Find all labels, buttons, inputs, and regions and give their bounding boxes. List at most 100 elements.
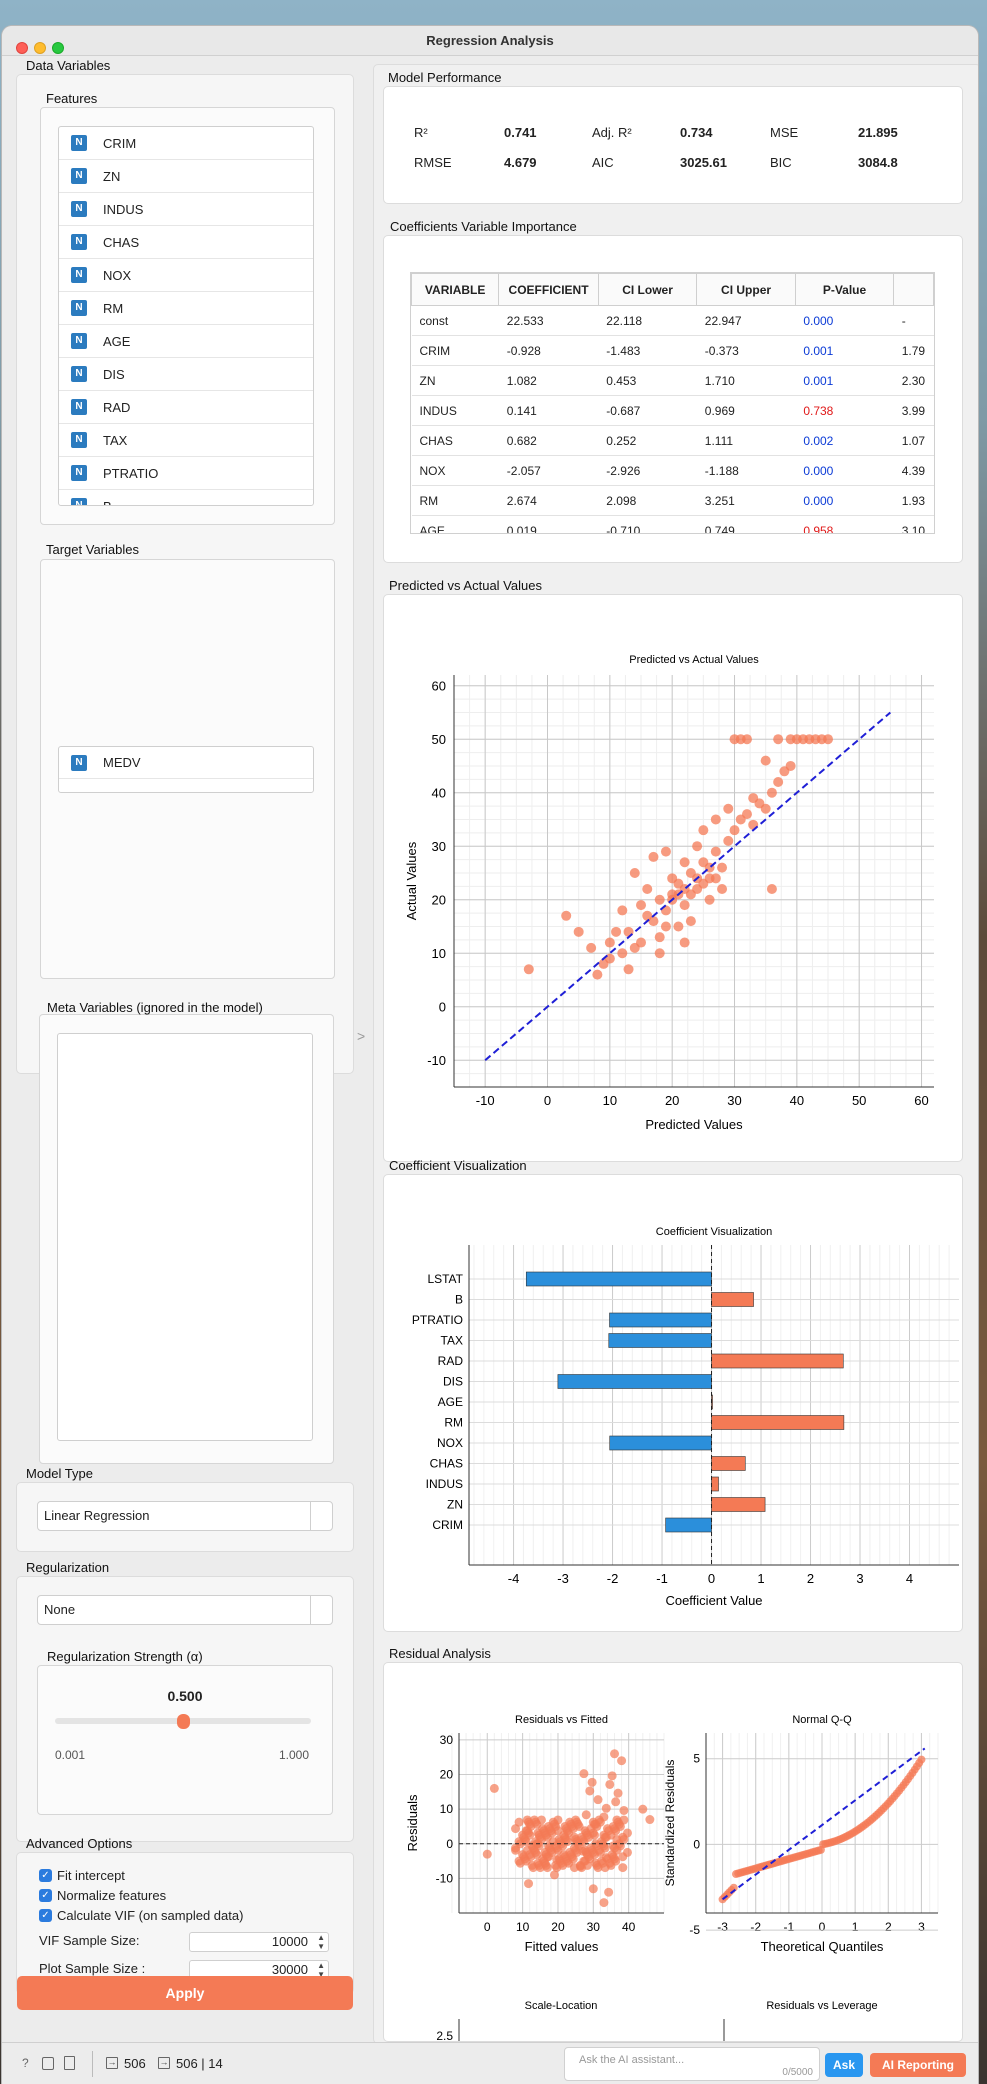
regularization-dropdown-arrow[interactable] — [310, 1596, 332, 1624]
bar-nox — [609, 1435, 712, 1451]
reference-line — [484, 711, 892, 1062]
model-type-select[interactable]: Linear Regression — [37, 1501, 333, 1531]
strength-value: 0.500 — [167, 1688, 203, 1704]
spin-arrows-icon[interactable]: ▲ ▼ — [317, 1933, 325, 1951]
x-tick-label: -3 — [717, 1920, 728, 1934]
data-point — [785, 760, 796, 771]
data-point — [524, 1879, 534, 1889]
apply-button[interactable]: Apply — [17, 1976, 353, 2010]
minimize-window-button[interactable] — [34, 42, 46, 54]
table-cell: NOX — [411, 455, 499, 486]
close-window-button[interactable] — [16, 42, 28, 54]
data-point — [766, 787, 777, 798]
target-medv[interactable]: N MEDV — [59, 747, 313, 779]
save-icon[interactable] — [42, 2057, 54, 2070]
report-icon[interactable] — [64, 2056, 75, 2070]
feature-rm[interactable]: N RM — [59, 292, 313, 325]
y-tick-label: 40 — [432, 786, 446, 801]
column-header[interactable]: CI Upper — [696, 273, 796, 306]
data-point — [917, 1755, 926, 1764]
feature-ptratio[interactable]: N PTRATIO — [59, 457, 313, 490]
spin-arrows-icon[interactable]: ▲ ▼ — [317, 1961, 325, 1979]
feature-crim[interactable]: N CRIM — [59, 127, 313, 160]
coefviz-panel: Coefficient Visualization -4 -3 -2 -1 0 1 2 3 4 LS… — [383, 1174, 963, 1632]
model-type-panel: Linear Regression — [16, 1482, 354, 1552]
feature-tax[interactable]: N TAX — [59, 424, 313, 457]
regularization-select[interactable]: None — [37, 1595, 333, 1625]
column-header[interactable]: CI Lower — [597, 273, 698, 306]
data-point — [600, 1843, 610, 1853]
table-row[interactable]: INDUS 0.141 -0.687 0.969 0.738 3.99 — [411, 395, 934, 426]
input-rows-count: 506 — [124, 2056, 146, 2071]
coefviz-section-title: Coefficient Visualization — [389, 1158, 527, 1173]
table-row[interactable]: RM 2.674 2.098 3.251 0.000 1.93 — [411, 485, 934, 516]
table-cell: CHAS — [411, 425, 499, 456]
vif-checkbox[interactable]: ✓ Calculate VIF (on sampled data) — [39, 1905, 243, 1925]
x-tick-label: -3 — [557, 1571, 569, 1586]
target-list[interactable]: N MEDV — [58, 746, 314, 793]
data-point — [760, 803, 771, 814]
table-row[interactable]: ZN 1.082 0.453 1.710 0.001 2.30 — [411, 365, 934, 396]
meta-list[interactable] — [57, 1033, 313, 1441]
table-cell: 0.958 — [795, 515, 894, 533]
table-row[interactable]: CHAS 0.682 0.252 1.111 0.002 1.07 — [411, 425, 934, 456]
ai-reporting-button[interactable]: AI Reporting — [870, 2053, 966, 2077]
data-point — [698, 825, 709, 836]
splitter-chevron-icon[interactable]: > — [357, 1028, 366, 1044]
data-point — [552, 1855, 562, 1865]
table-cell: 0.682 — [498, 425, 599, 456]
features-list[interactable]: N CRIM N ZN N INDUS N CHAS N NOX N RM N AGE N DIS N RAD N T… — [58, 126, 314, 506]
feature-indus[interactable]: N INDUS — [59, 193, 313, 226]
strength-slider-handle[interactable] — [177, 1714, 190, 1729]
ai-assistant-input[interactable]: Ask the AI assistant... 0/5000 — [564, 2047, 820, 2081]
x-tick-label: 20 — [665, 1093, 679, 1108]
data-point — [766, 884, 777, 895]
y-tick-label: 30 — [440, 1733, 454, 1747]
normalize-checkbox[interactable]: ✓ Normalize features — [39, 1885, 243, 1905]
data-point — [514, 1817, 524, 1827]
column-header[interactable]: COEFFICIENT — [498, 273, 599, 306]
numeric-type-icon: N — [71, 465, 87, 481]
bar-lstat — [525, 1271, 712, 1287]
zoom-window-button[interactable] — [52, 42, 64, 54]
x-tick-label: 10 — [603, 1093, 617, 1108]
model-type-dropdown-arrow[interactable] — [310, 1502, 332, 1530]
feature-nox[interactable]: N NOX — [59, 259, 313, 292]
meta-group — [39, 1014, 334, 1464]
column-header[interactable]: VARIABLE — [411, 273, 500, 306]
table-row[interactable]: NOX -2.057 -2.926 -1.188 0.000 4.39 — [411, 455, 934, 486]
category-label: AGE — [438, 1395, 463, 1409]
help-icon[interactable]: ? — [22, 2056, 29, 2070]
ask-button[interactable]: Ask — [825, 2053, 863, 2077]
table-row[interactable]: CRIM -0.928 -1.483 -0.373 0.001 1.79 — [411, 335, 934, 366]
category-label: ZN — [447, 1498, 463, 1512]
y-tick-label: -10 — [427, 1053, 446, 1068]
table-row[interactable]: const 22.533 22.118 22.947 0.000- — [411, 305, 934, 336]
bar-rad — [711, 1353, 844, 1369]
feature-rad[interactable]: N RAD — [59, 391, 313, 424]
data-point — [617, 905, 628, 916]
feature-age[interactable]: N AGE — [59, 325, 313, 358]
data-point — [629, 867, 640, 878]
feature-zn[interactable]: N ZN — [59, 160, 313, 193]
bar-b — [711, 1292, 754, 1307]
table-cell: const — [411, 305, 499, 336]
y-tick-label: 5 — [693, 1752, 700, 1766]
fit-intercept-checkbox[interactable]: ✓ Fit intercept — [39, 1865, 243, 1885]
chart-title: Predicted vs Actual Values — [629, 654, 759, 666]
column-header[interactable] — [893, 273, 934, 306]
strength-slider-track[interactable] — [55, 1714, 311, 1729]
status-bar: ? → 506 → 506 | 14 Ask the AI assistant.… — [2, 2042, 978, 2084]
feature-dis[interactable]: N DIS — [59, 358, 313, 391]
data-point — [523, 964, 534, 975]
chart-title: Coefficient Visualization — [656, 1226, 772, 1238]
category-label: RM — [444, 1416, 463, 1430]
vif-sample-spinbox[interactable]: 10000 ▲ ▼ — [189, 1932, 329, 1952]
mse-label: MSE — [770, 125, 799, 140]
feature-chas[interactable]: N CHAS — [59, 226, 313, 259]
coefficients-table-wrap[interactable]: VARIABLE COEFFICIENT CI Lower CI Upper P-Val… — [410, 272, 935, 534]
data-point — [741, 734, 752, 745]
column-header[interactable]: P-Value — [794, 273, 895, 306]
table-row[interactable]: AGE 0.019 -0.710 0.749 0.958 3.10 — [411, 515, 934, 533]
